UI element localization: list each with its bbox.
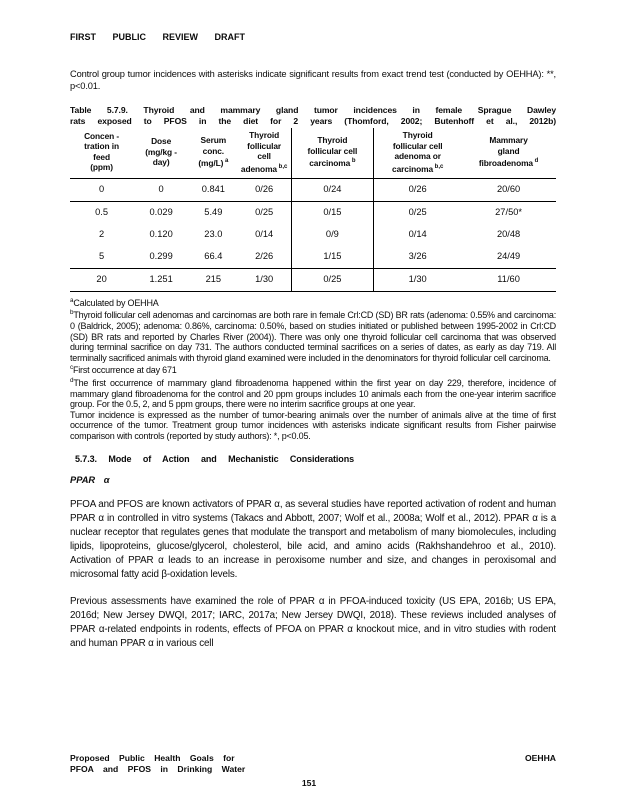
tumor-table-body: 0 0 0.841 0/26 0/24 0/26 20/60 0.5 0.029 5.49 0/25… xyxy=(70,178,556,292)
tumor-incidence-table: Concen - tration in feed (ppm) Dose (mg/kg -d… xyxy=(70,128,556,292)
table-cell: 0.029 xyxy=(149,207,173,218)
table-cell: 5.49 xyxy=(204,207,223,218)
column-header: Thyroid follicular cell adenoma or carcinom… xyxy=(373,128,462,179)
table-cell: 0.299 xyxy=(133,245,190,269)
table-cell: 24/49 xyxy=(461,245,556,269)
table-cell: 0 xyxy=(70,178,134,202)
draft-watermark-header: FIRST PUBLIC REVIEW DRAFT xyxy=(70,32,245,42)
footer-title-line2: PFOA and PFOS in Drinking Water xyxy=(70,764,246,774)
subsection-heading-ppar-alpha: PPAR α xyxy=(70,474,110,485)
table-title: Table 5.7.9. Thyroid and mammary gland t… xyxy=(70,105,556,127)
column-header: Thyroid follicular cell adenoma b,c xyxy=(237,128,292,179)
footnote-item: cFirst occurrence at day 671 xyxy=(70,364,177,376)
control-group-note: Control group tumor incidences with aste… xyxy=(70,69,556,91)
table-cell: 0/25 xyxy=(255,207,274,218)
column-header: Mammary gland fibroadenoma d xyxy=(461,128,556,179)
table-cell: 0/14 xyxy=(255,229,274,240)
table-title-line1: Table 5.7.9. Thyroid and mammary gland t… xyxy=(70,105,556,115)
table-cell: 3/26 xyxy=(373,245,462,269)
body-paragraphs: PFOA and PFOS are known activators of PP… xyxy=(70,498,556,651)
column-header: Serum conc. (mg/L) a xyxy=(189,128,238,179)
table-cell: 66.4 xyxy=(189,245,238,269)
column-header: Concen - tration in feed (ppm) xyxy=(70,128,134,179)
table-cell: 0/26 xyxy=(237,178,292,202)
table-cell: 215 xyxy=(189,268,238,292)
table-cell: 5 xyxy=(70,245,134,269)
page-footer: Proposed Public Health Goals for PFOA an… xyxy=(70,753,556,775)
footnote-reference: b,c xyxy=(276,163,288,170)
table-cell: 0/9 xyxy=(290,223,374,246)
tumor-table-head-row: Concen - tration in feed (ppm) Dose (mg/kg -d… xyxy=(70,128,556,179)
footnote-marker: d xyxy=(70,376,74,384)
table-cell: 1/15 xyxy=(290,245,374,269)
footnote-marker: a xyxy=(70,296,74,304)
table-footnotes: aCalculated by OEHHA bThyroid follicular … xyxy=(70,296,556,442)
table-cell: 0.120 xyxy=(149,229,173,240)
table-cell: 20 xyxy=(70,268,134,292)
footnote-marker: b xyxy=(70,309,74,317)
table-cell: 1/30 xyxy=(237,268,292,292)
table-cell: 0 xyxy=(133,178,190,202)
footnote-reference: d xyxy=(533,158,539,165)
table-cell: 0/25 xyxy=(290,268,374,292)
footnote-item: bThyroid follicular cell adenomas and ca… xyxy=(70,309,556,363)
table-cell: 23.0 xyxy=(204,229,223,240)
footnote-marker: c xyxy=(70,364,73,372)
footnote-item: aCalculated by OEHHA xyxy=(70,296,159,308)
table-cell: 2 xyxy=(99,229,105,240)
table-cell: 20/60 xyxy=(461,178,556,202)
table-cell: 0.841 xyxy=(189,178,238,202)
footer-title-line1: Proposed Public Health Goals for xyxy=(70,753,235,763)
table-cell: 1.251 xyxy=(133,268,190,292)
body-paragraph: Previous assessments have examined the r… xyxy=(70,595,556,649)
table-cell: 0/24 xyxy=(290,178,374,202)
footnote-reference: a xyxy=(223,158,229,165)
table-cell: 0/25 xyxy=(373,201,462,224)
footnote-item: Tumor incidence is expressed as the numb… xyxy=(70,409,556,441)
table-row: 5 0.299 66.4 2/26 1/15 3/26 24/49 xyxy=(70,245,556,269)
footnote-item: dThe first occurrence of mammary gland f… xyxy=(70,376,556,410)
table-cell: 0/15 xyxy=(290,201,374,224)
table-cell: 2/26 xyxy=(237,245,292,269)
page-number: 151 xyxy=(301,778,317,788)
footer-document-title: Proposed Public Health Goals for PFOA an… xyxy=(70,753,245,775)
table-cell: 0/14 xyxy=(373,223,462,246)
footnote-reference: b,c xyxy=(433,163,444,170)
table-row: 0 0 0.841 0/26 0/24 0/26 20/60 xyxy=(70,178,556,202)
table-title-line2: rats exposed to PFOS in the diet for 2 y… xyxy=(70,116,556,126)
footnote-reference: b xyxy=(350,158,356,165)
table-cell: 0/26 xyxy=(373,178,462,202)
section-heading: 5.7.3. Mode of Action and Mechanistic Co… xyxy=(75,453,355,464)
table-cell: 11/60 xyxy=(461,268,556,292)
table-cell: 0.5 xyxy=(95,207,109,218)
column-header: Thyroid follicular cell carcinoma b xyxy=(290,128,374,179)
table-cell: 1/30 xyxy=(373,268,462,292)
column-header: Dose (mg/kg - day) xyxy=(133,128,190,179)
footer-agency-label: OEHHA xyxy=(524,753,556,763)
table-row: 20 1.251 215 1/30 0/25 1/30 11/60 xyxy=(70,268,556,292)
table-cell: 27/50* xyxy=(495,207,523,218)
body-paragraph: PFOA and PFOS are known activators of PP… xyxy=(70,498,556,580)
table-cell: 20/48 xyxy=(496,229,521,240)
table-row: 0.5 0.029 5.49 0/25 0/15 0/25 27/50* xyxy=(70,201,556,224)
table-row: 2 0.120 23.0 0/14 0/9 0/14 20/48 xyxy=(70,223,556,246)
